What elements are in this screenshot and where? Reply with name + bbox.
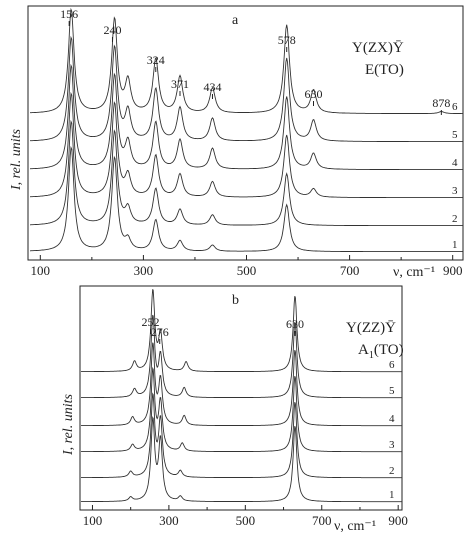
panel-b-x-ticks: 100 300 500 700 900 (83, 505, 408, 528)
spectrum-curve-6 (30, 7, 463, 115)
peak-label-371: 371 (171, 77, 189, 91)
peak-label-156: 156 (60, 7, 78, 21)
panel-a-letter: a (232, 13, 239, 28)
curve-label-2: 2 (452, 213, 458, 225)
panel-b-mode: A1(TO) (358, 342, 404, 361)
x-tick-label-900: 900 (388, 513, 408, 528)
panel-b-spectra (81, 289, 402, 503)
panel-b-geometry: Y(ZZ)Ȳ (346, 320, 396, 336)
peak-label-578: 578 (278, 33, 296, 47)
curve-label-6: 6 (389, 359, 395, 371)
peak-label-630: 630 (305, 87, 323, 101)
spectrum-curve-4 (29, 63, 463, 171)
curve-label-3: 3 (389, 439, 395, 451)
panel-b-mode-sub: 1 (369, 350, 374, 361)
x-tick-label-300: 300 (159, 513, 179, 528)
x-tick-label-100: 100 (31, 263, 51, 278)
panel-b-letter: b (232, 293, 239, 308)
peak-label-276: 276 (151, 325, 169, 339)
spectrum-curve-1 (81, 415, 402, 503)
curve-label-4: 4 (452, 157, 458, 169)
x-tick-label-900: 900 (443, 263, 463, 278)
curve-label-2: 2 (389, 465, 395, 477)
x-tick-label-500: 500 (237, 263, 257, 278)
spectrum-curve-1 (30, 145, 463, 253)
curve-label-1: 1 (452, 239, 458, 251)
panel-a-mode: E(TO) (365, 62, 404, 78)
panel-b-mode-main: A (358, 342, 369, 358)
panel-b-xlabel: ν, cm⁻¹ (334, 519, 376, 534)
curve-label-5: 5 (389, 385, 395, 397)
panel-b-chart: b Y(ZZ)Ȳ A1(TO) I, rel. units 252276630 … (61, 285, 408, 534)
panel-a-xlabel: ν, cm⁻¹ (393, 265, 435, 280)
panel-a-peak-labels: 156 240 324 371 434 578 630 878 (60, 7, 450, 115)
peak-label-434: 434 (203, 80, 221, 94)
x-tick-label-700: 700 (312, 513, 332, 528)
spectrum-curve-2 (81, 392, 402, 479)
panel-b-curve-labels: 6 5 4 3 2 1 (389, 359, 395, 501)
panel-b-mode-suffix: (TO) (374, 342, 404, 358)
spectrum-curve-3 (29, 91, 463, 199)
curve-label-3: 3 (452, 185, 458, 197)
x-tick-label-100: 100 (83, 513, 103, 528)
panel-a-x-ticks: 100 300 500 700 900 (31, 255, 463, 278)
x-tick-label-700: 700 (340, 263, 360, 278)
spectrum-curve-5 (81, 314, 402, 399)
spectrum-curve-4 (81, 342, 402, 427)
panel-b-xlabel-text: ν, cm⁻¹ (334, 519, 376, 534)
peak-label-252: 252 (142, 315, 160, 329)
panel-a-chart: a Y(ZX)Ȳ E(TO) I, rel. units 15624032437… (9, 5, 464, 280)
spectrum-curve-2 (30, 119, 463, 227)
panel-a-curve-labels: 6 5 4 3 2 1 (452, 101, 458, 251)
x-tick-label-500: 500 (236, 513, 256, 528)
spectrum-curve-6 (81, 289, 402, 373)
curve-label-5: 5 (452, 129, 458, 141)
panel-a-ylabel: I, rel. units (9, 129, 24, 191)
panel-a-frame (27, 5, 464, 261)
peak-label-878: 878 (432, 96, 450, 110)
curve-label-1: 1 (389, 489, 395, 501)
curve-label-6: 6 (452, 101, 458, 113)
panel-a-xlabel-text: ν, cm⁻¹ (393, 265, 435, 280)
panel-a-spectra (29, 7, 463, 253)
spectrum-curve-3 (81, 366, 402, 453)
curve-label-4: 4 (389, 413, 395, 425)
x-tick-label-300: 300 (134, 263, 154, 278)
peak-label-630: 630 (286, 317, 304, 331)
panel-a-geometry: Y(ZX)Ȳ (352, 40, 404, 56)
peak-label-324: 324 (147, 53, 165, 67)
spectrum-curve-5 (30, 35, 463, 143)
peak-label-240: 240 (103, 23, 121, 37)
panel-b-ylabel: I, rel. units (61, 394, 76, 456)
